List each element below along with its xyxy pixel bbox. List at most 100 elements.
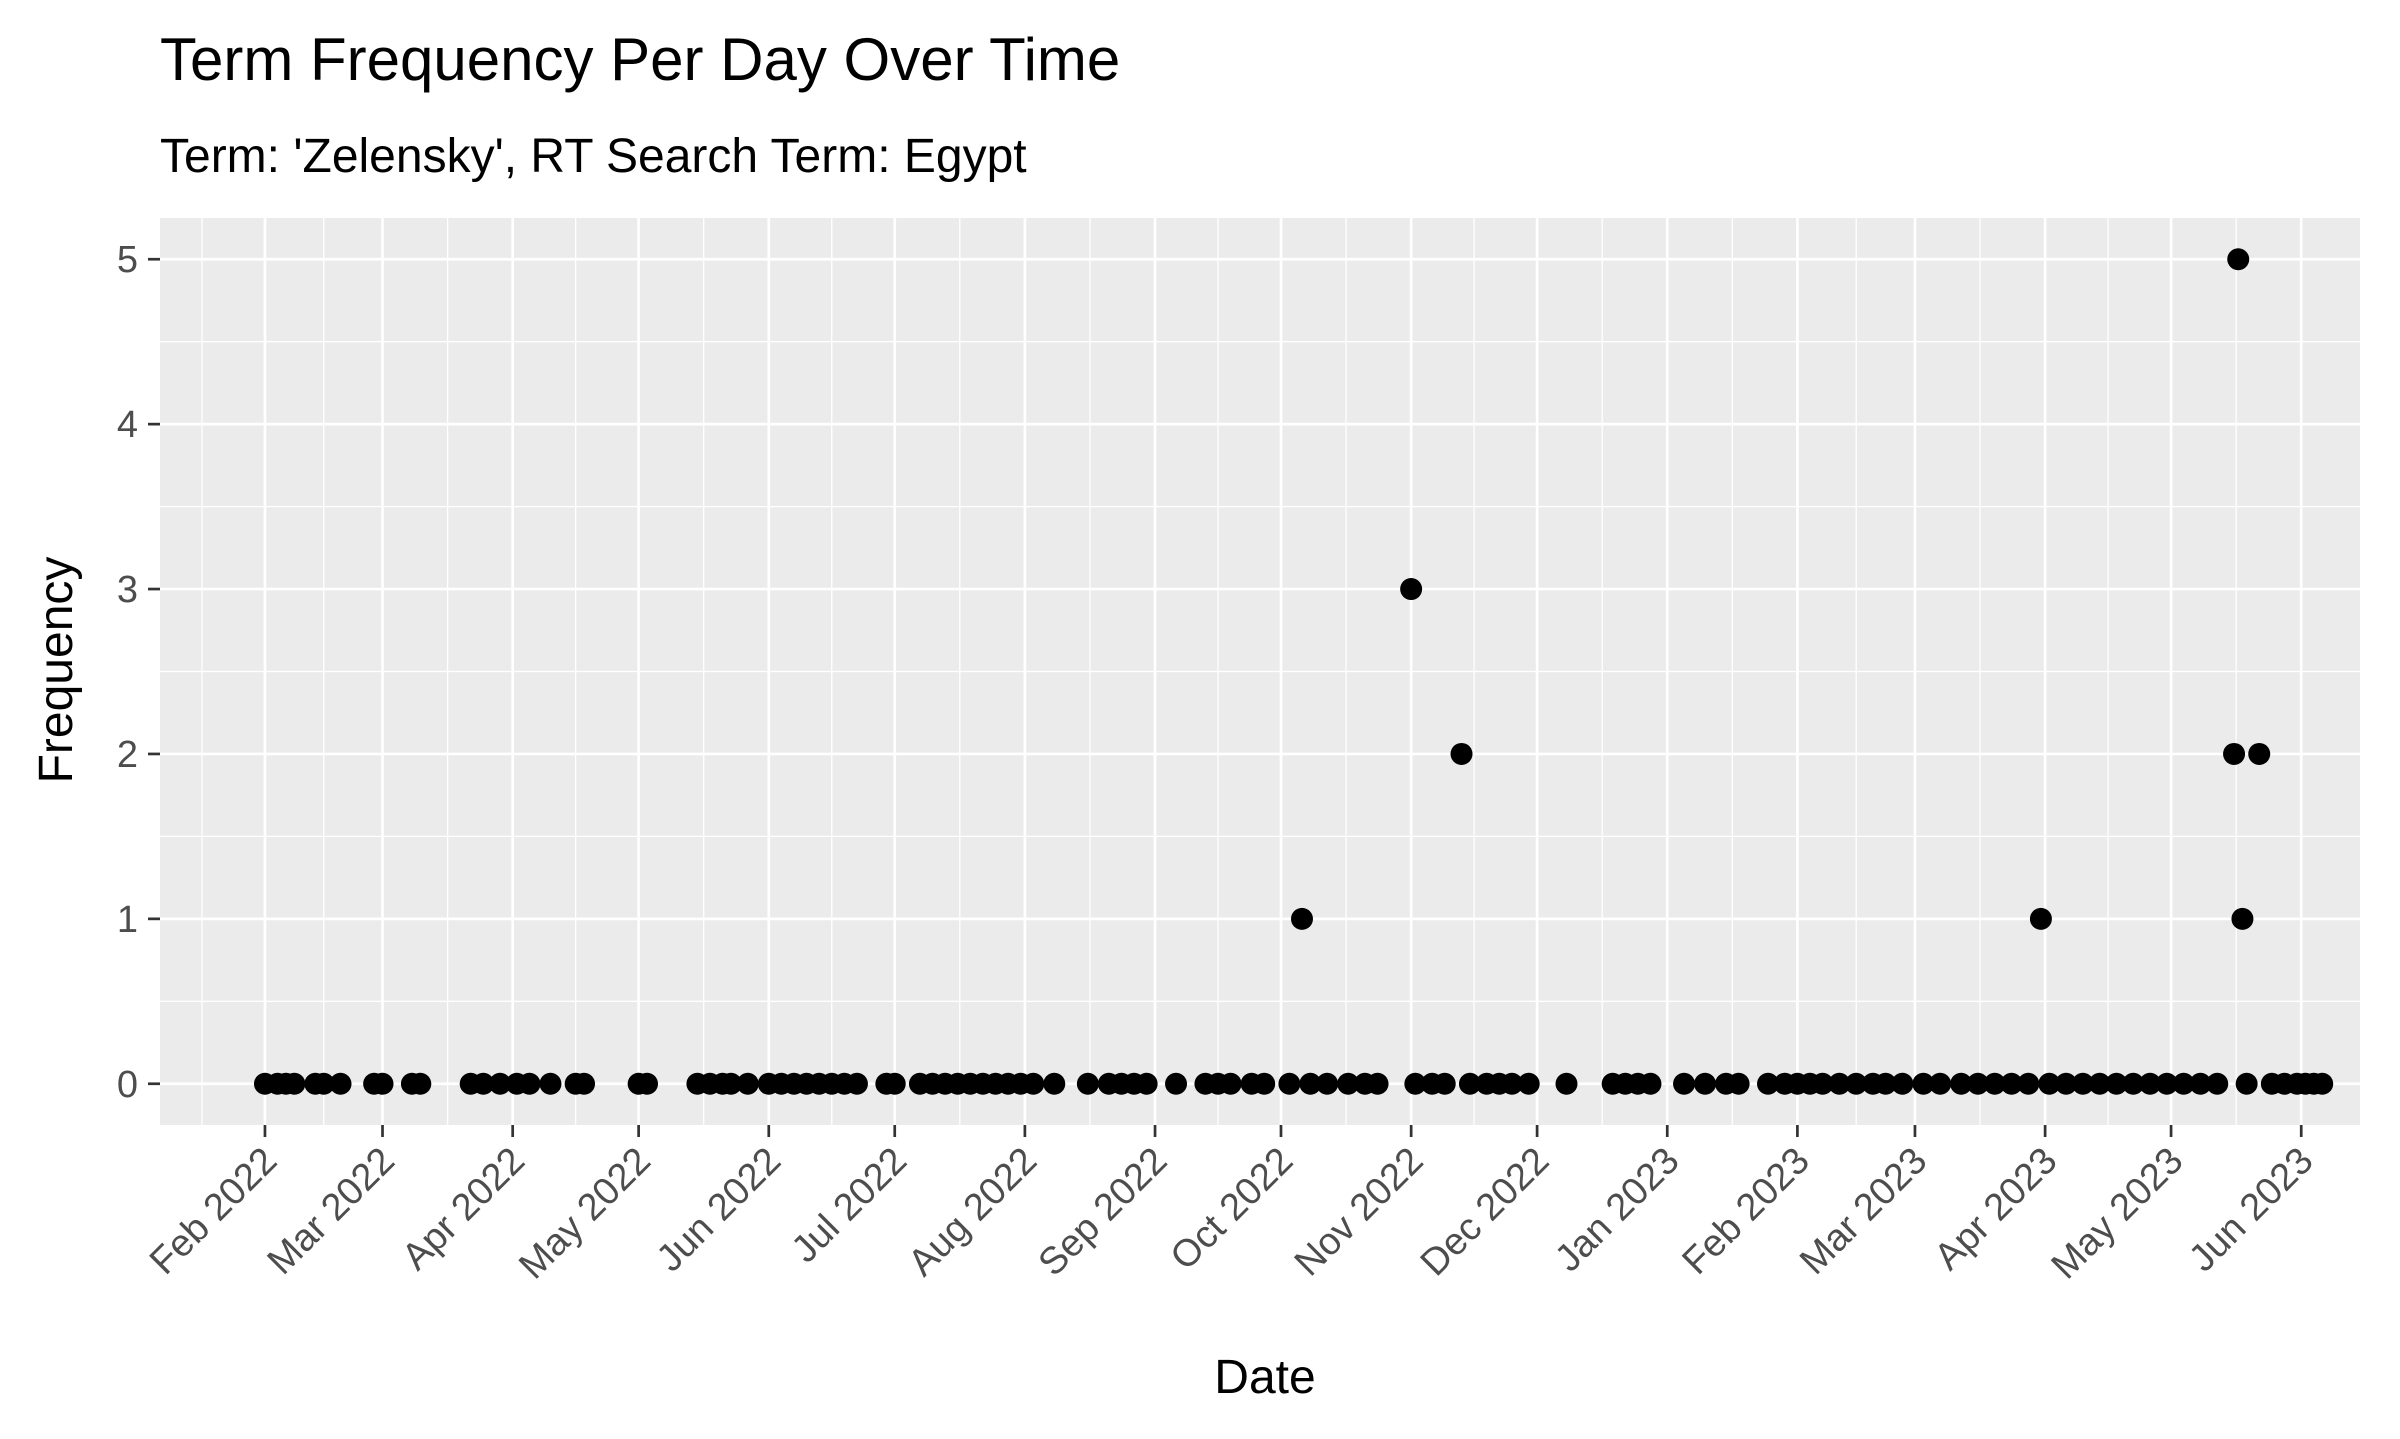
data-point [2311,1072,2334,1095]
data-point [1316,1072,1339,1095]
data-point [1555,1072,1578,1095]
x-tick-label: Mar 2022 [260,1140,403,1283]
x-tick-label: May 2023 [2044,1140,2192,1288]
data-point [2172,1072,2195,1095]
y-axis-title: Frequency [30,557,83,784]
data-point [1694,1072,1717,1095]
data-point [2155,1072,2178,1095]
data-point [1219,1072,1242,1095]
x-tick-label: Mar 2023 [1792,1140,1935,1283]
data-point [1278,1072,1301,1095]
data-point [409,1072,432,1095]
data-point [2189,1072,2212,1095]
data-point [2105,1072,2128,1095]
data-point [736,1072,759,1095]
data-point [1874,1072,1897,1095]
data-point [1727,1072,1750,1095]
y-tick-label: 3 [117,569,138,611]
y-tick-label: 4 [117,404,138,446]
data-point [1845,1072,1868,1095]
chart-title: Term Frequency Per Day Over Time [160,26,1120,93]
data-point [2248,742,2271,765]
data-point [1022,1072,1045,1095]
x-tick-label: Nov 2022 [1287,1140,1432,1285]
data-point [472,1072,495,1095]
data-point [2227,248,2250,271]
x-tick-label: Feb 2022 [142,1140,285,1283]
data-point [1929,1072,1952,1095]
data-point [1366,1072,1389,1095]
data-point [312,1072,335,1095]
data-point [1966,1072,1989,1095]
data-point [845,1072,868,1095]
data-point [1433,1072,1456,1095]
chart-subtitle: Term: 'Zelensky', RT Search Term: Egypt [160,130,1027,183]
data-point [371,1072,394,1095]
data-point [883,1072,906,1095]
data-point [2017,1072,2040,1095]
data-point [1165,1072,1188,1095]
data-point [283,1072,306,1095]
x-tick-label: Dec 2022 [1413,1140,1558,1285]
data-point [518,1072,541,1095]
data-point [1500,1072,1523,1095]
data-point [489,1072,512,1095]
data-point [1517,1072,1540,1095]
data-point [1639,1072,1662,1095]
data-point [2055,1072,2078,1095]
data-point [1337,1072,1360,1095]
y-tick-label: 0 [117,1064,138,1106]
data-point [2071,1072,2094,1095]
data-point [1811,1072,1834,1095]
y-tick-label: 2 [117,734,138,776]
data-point [2139,1072,2162,1095]
x-tick-label: Aug 2022 [900,1140,1045,1285]
data-point [573,1072,596,1095]
data-point [1458,1072,1481,1095]
data-point [2122,1072,2145,1095]
data-point [1891,1072,1914,1095]
data-point [539,1072,562,1095]
data-point [2088,1072,2111,1095]
data-point [1135,1072,1158,1095]
data-point [2038,1072,2061,1095]
major-gridlines [160,218,2360,1125]
data-point [1043,1072,1066,1095]
data-point [1673,1072,1696,1095]
x-tick-label: Feb 2023 [1675,1140,1818,1283]
x-tick-label: Jun 2022 [649,1140,789,1280]
data-point [2223,742,2246,765]
data-points [253,248,2334,1095]
data-point [719,1072,742,1095]
y-tick-label: 5 [117,239,138,281]
y-tick-label: 1 [117,899,138,941]
data-point [2000,1072,2023,1095]
data-point [1076,1072,1099,1095]
data-point [1299,1072,1322,1095]
data-point [636,1072,659,1095]
x-axis-title: Date [1214,1351,1315,1404]
data-point [1828,1072,1851,1095]
minor-gridlines [160,218,2360,1125]
data-point [1983,1072,2006,1095]
data-point [1450,742,1473,765]
data-point [1290,907,1313,930]
data-point [1253,1072,1276,1095]
data-point [2206,1072,2229,1095]
x-tick-label: May 2022 [511,1140,659,1288]
x-tick-label: Sep 2022 [1031,1140,1176,1285]
x-tick-label: Oct 2022 [1163,1140,1302,1279]
data-point [1400,578,1423,601]
data-point [2029,907,2052,930]
data-point [2231,907,2254,930]
data-point [329,1072,352,1095]
x-tick-label: Jan 2023 [1547,1140,1687,1280]
data-point [1912,1072,1935,1095]
data-point [1757,1072,1780,1095]
x-tick-label: Jun 2023 [2181,1140,2321,1280]
y-axis: 0 1 2 3 4 5 [117,239,160,1106]
x-tick-label: Jul 2022 [784,1140,915,1271]
data-point [1950,1072,1973,1095]
